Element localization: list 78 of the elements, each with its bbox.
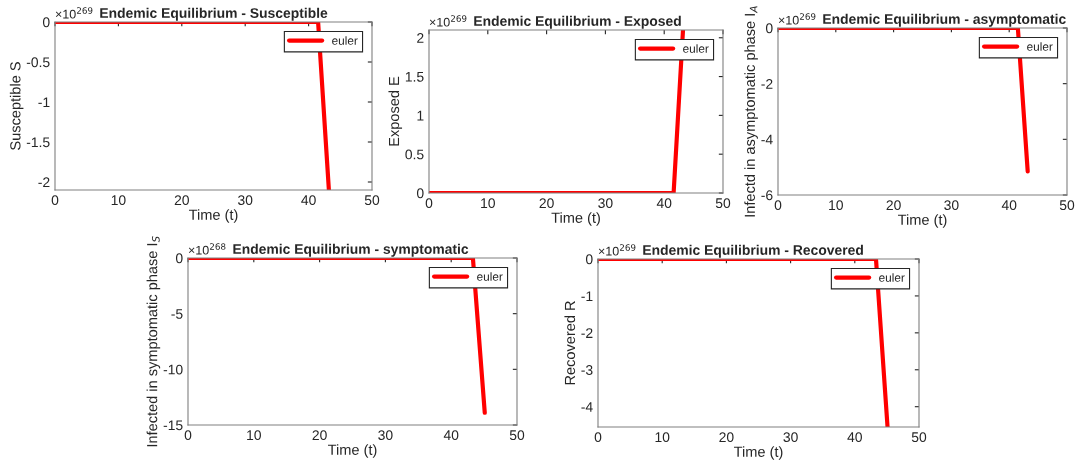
y-tick-label: -4 xyxy=(581,402,593,412)
chart-title: Endemic Equilibrium - Recovered xyxy=(643,244,863,258)
y-axis-title: Exposed E xyxy=(388,76,403,146)
chart-title: Endemic Equilibrium - Susceptible xyxy=(100,7,328,21)
y-tick-label: 2 xyxy=(417,33,424,43)
y-tick-label: -1.5 xyxy=(26,137,50,148)
x-axis-title: Time (t) xyxy=(551,212,600,226)
text: ×10$^{268}$ xyxy=(188,243,226,255)
x-tick-label: 20 xyxy=(312,430,327,441)
y-tick-label: -2 xyxy=(761,79,773,89)
x-tick-label: 20 xyxy=(539,198,554,209)
x-tick-label: 10 xyxy=(481,198,495,209)
chart-title: Endemic Equilibrium - asymptomatic xyxy=(823,13,1066,27)
y-tick-label: -5 xyxy=(171,309,183,319)
x-tick-label: 30 xyxy=(944,200,959,211)
chart-title: Endemic Equilibrium - symptomatic xyxy=(233,243,469,257)
x-tick-label: 0 xyxy=(51,195,59,206)
y-tick-label: -2 xyxy=(581,328,593,338)
y-axis-title: Infected in symptomatic phase I$_{S}$ xyxy=(146,236,161,447)
x-tick-label: 40 xyxy=(1001,200,1017,211)
text: ×10$^{269}$ xyxy=(55,7,93,19)
x-tick-label: 50 xyxy=(364,195,380,206)
text: ×10$^{269}$ xyxy=(429,15,467,27)
x-tick-label: 20 xyxy=(886,200,901,211)
legend-label: euler xyxy=(332,36,358,45)
x-tick-label: 50 xyxy=(911,432,927,443)
y-axis-title: Susceptible S xyxy=(9,62,24,150)
x-tick-label: 40 xyxy=(847,432,862,443)
x-tick-label: 30 xyxy=(783,432,798,443)
x-tick-label: 0 xyxy=(594,432,602,443)
legend-label: euler xyxy=(1027,42,1053,51)
y-tick-label: 0 xyxy=(585,254,593,265)
y-tick-label: 1.5 xyxy=(405,72,424,82)
x-tick-label: 50 xyxy=(1059,200,1075,211)
y-tick-label: -4 xyxy=(761,134,773,145)
chart-title: Endemic Equilibrium - Exposed xyxy=(474,15,681,29)
y-axis-title: Recovered R xyxy=(564,301,576,385)
y-axis-title: Infectd in asymptomatic phase I$_{A}$ xyxy=(744,6,758,217)
y-tick-label: -15 xyxy=(163,420,183,431)
legend-label: euler xyxy=(477,272,503,281)
y-tick-label: 0 xyxy=(175,253,183,264)
y-tick-label: -1 xyxy=(581,291,593,301)
x-tick-label: 30 xyxy=(238,195,253,206)
text: ×10$^{269}$ xyxy=(598,244,636,256)
x-tick-label: 20 xyxy=(174,195,189,206)
y-tick-label: 0 xyxy=(416,188,424,199)
x-tick-label: 10 xyxy=(247,430,261,441)
y-tick-label: 0 xyxy=(765,23,773,34)
x-tick-label: 0 xyxy=(425,198,433,209)
x-tick-label: 10 xyxy=(111,195,126,206)
y-tick-label: -3 xyxy=(581,365,593,375)
x-tick-label: 30 xyxy=(378,430,393,441)
x-axis-title: Time (t) xyxy=(733,446,783,460)
x-tick-label: 40 xyxy=(301,195,316,206)
x-tick-label: 0 xyxy=(774,200,782,211)
x-tick-label: 50 xyxy=(509,430,525,441)
y-tick-label: 0.5 xyxy=(405,149,424,160)
y-tick-label: -10 xyxy=(163,364,183,375)
x-axis-title: Time (t) xyxy=(327,444,377,458)
legend-label: euler xyxy=(683,44,709,53)
x-tick-label: 10 xyxy=(655,432,670,443)
y-tick-label: 0 xyxy=(42,17,50,28)
y-tick-label: -1 xyxy=(38,97,50,108)
y-tick-label: -2 xyxy=(38,177,50,188)
x-axis-title: Time (t) xyxy=(897,214,947,228)
x-tick-label: 40 xyxy=(443,430,459,441)
y-tick-label: -0.5 xyxy=(26,57,50,68)
x-tick-label: 50 xyxy=(715,198,731,209)
x-tick-label: 30 xyxy=(598,198,613,209)
x-tick-label: 0 xyxy=(184,430,192,441)
x-tick-label: 10 xyxy=(829,200,843,211)
x-tick-label: 20 xyxy=(719,432,734,443)
x-tick-label: 40 xyxy=(656,198,672,209)
text: ×10$^{269}$ xyxy=(778,13,816,25)
y-tick-label: -6 xyxy=(761,190,773,201)
x-axis-title: Time (t) xyxy=(188,209,238,223)
legend-label: euler xyxy=(879,273,905,282)
y-tick-label: 1 xyxy=(417,110,424,121)
